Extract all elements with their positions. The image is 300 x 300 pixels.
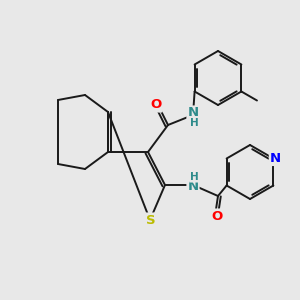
Text: H: H — [190, 172, 198, 182]
Text: N: N — [188, 181, 199, 194]
Text: H: H — [190, 118, 198, 128]
Text: O: O — [150, 98, 162, 112]
Text: S: S — [146, 214, 156, 226]
Text: N: N — [270, 152, 281, 165]
Text: O: O — [212, 209, 223, 223]
Text: N: N — [188, 106, 199, 119]
